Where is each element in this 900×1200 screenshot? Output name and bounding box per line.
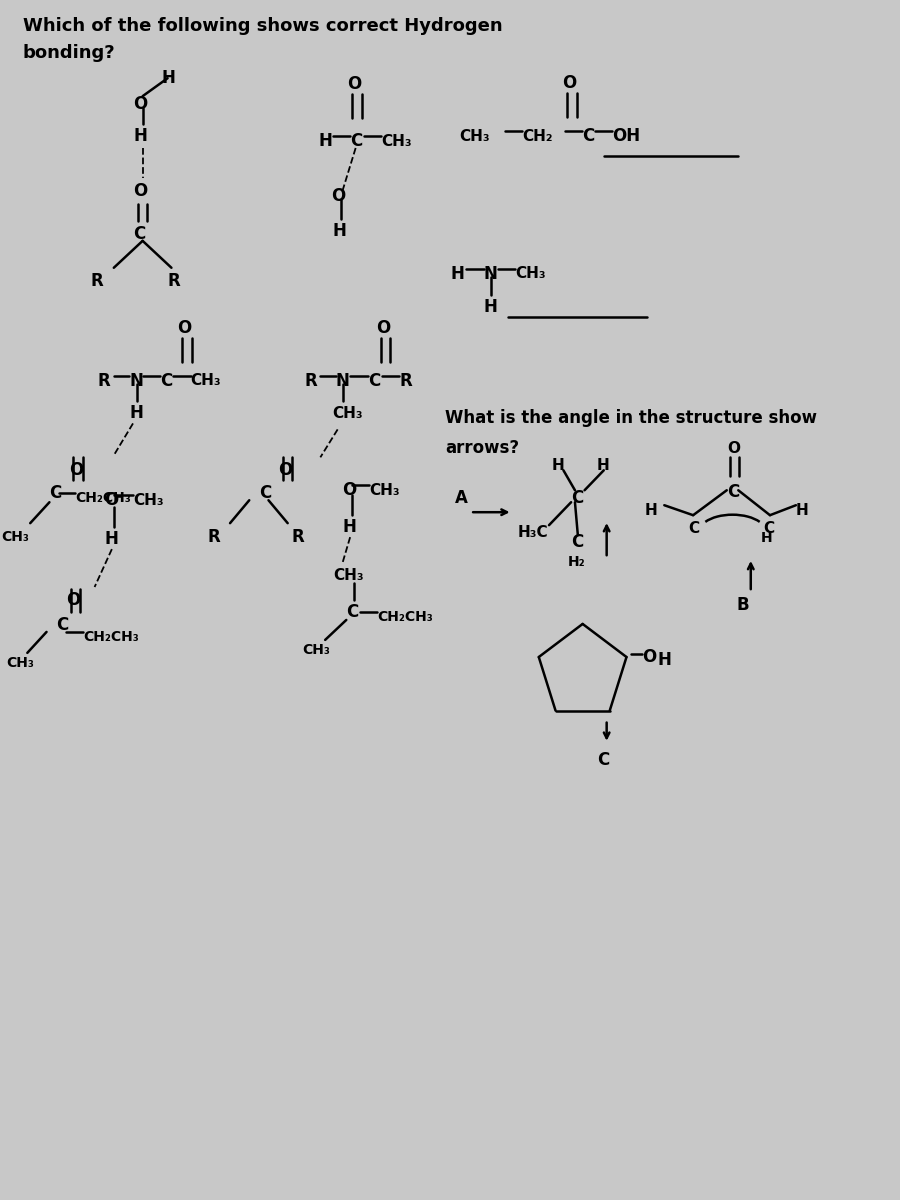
Text: O: O xyxy=(133,95,148,113)
Text: CH₃: CH₃ xyxy=(460,128,491,144)
Text: H: H xyxy=(597,458,610,473)
Text: C: C xyxy=(133,224,145,242)
Text: R: R xyxy=(292,528,304,546)
Text: arrows?: arrows? xyxy=(446,439,519,457)
Text: H: H xyxy=(343,518,356,536)
Text: H: H xyxy=(450,265,464,283)
Text: C: C xyxy=(368,372,381,390)
Text: N: N xyxy=(483,265,498,283)
Text: Which of the following shows correct Hydrogen: Which of the following shows correct Hyd… xyxy=(22,17,502,35)
Text: H₂: H₂ xyxy=(568,556,586,569)
Text: C: C xyxy=(346,602,358,620)
Text: O: O xyxy=(376,319,391,337)
Text: R: R xyxy=(399,372,412,390)
Text: H: H xyxy=(333,222,346,240)
Text: C: C xyxy=(727,484,739,502)
Text: H: H xyxy=(796,503,809,517)
Text: H: H xyxy=(133,127,147,145)
Text: O: O xyxy=(347,76,362,94)
Text: B: B xyxy=(736,596,749,614)
Text: H₃C: H₃C xyxy=(518,524,548,540)
Text: R: R xyxy=(304,372,317,390)
Text: C: C xyxy=(50,485,62,503)
Text: C: C xyxy=(581,127,594,145)
Text: C: C xyxy=(56,616,68,634)
Text: O: O xyxy=(643,648,656,666)
Text: R: R xyxy=(97,372,110,390)
Text: CH₂CH₃: CH₂CH₃ xyxy=(76,491,131,505)
Text: R: R xyxy=(208,528,220,546)
Text: CH₃: CH₃ xyxy=(516,266,546,281)
Text: CH₃: CH₃ xyxy=(302,643,330,656)
Text: CH₂: CH₂ xyxy=(522,128,553,144)
Text: bonding?: bonding? xyxy=(22,44,115,62)
Text: O: O xyxy=(68,461,83,479)
Text: H: H xyxy=(552,458,564,473)
Text: H: H xyxy=(483,298,498,316)
Text: C: C xyxy=(763,521,774,535)
Text: O: O xyxy=(331,187,346,205)
Text: O: O xyxy=(278,461,293,479)
Text: H: H xyxy=(162,70,176,88)
Text: O: O xyxy=(104,491,119,509)
Text: What is the angle in the structure show: What is the angle in the structure show xyxy=(446,409,817,427)
Text: C: C xyxy=(688,521,699,535)
Text: CH₃: CH₃ xyxy=(133,493,164,508)
Text: C: C xyxy=(597,751,609,769)
Text: OH: OH xyxy=(612,127,641,145)
Text: H: H xyxy=(130,404,143,422)
Text: CH₂CH₃: CH₂CH₃ xyxy=(377,610,433,624)
Text: O: O xyxy=(177,319,192,337)
Text: CH₃: CH₃ xyxy=(333,568,364,582)
Text: CH₃: CH₃ xyxy=(369,482,400,498)
Text: H: H xyxy=(319,132,332,150)
Text: C: C xyxy=(160,372,172,390)
Text: CH₃: CH₃ xyxy=(191,373,221,388)
Text: CH₃: CH₃ xyxy=(332,406,363,421)
Text: CH₃: CH₃ xyxy=(381,133,411,149)
Text: CH₂CH₃: CH₂CH₃ xyxy=(83,630,139,644)
Text: H: H xyxy=(104,530,118,548)
Text: CH₃: CH₃ xyxy=(6,656,34,670)
Text: O: O xyxy=(562,74,577,92)
Text: R: R xyxy=(91,271,104,289)
Text: C: C xyxy=(259,485,271,503)
Text: O: O xyxy=(133,182,148,200)
Text: O: O xyxy=(66,590,80,608)
Text: A: A xyxy=(454,490,468,508)
Text: R: R xyxy=(167,271,180,289)
Text: C: C xyxy=(572,490,583,508)
Text: N: N xyxy=(336,372,349,390)
Text: O: O xyxy=(727,440,740,456)
Text: CH₃: CH₃ xyxy=(2,530,30,544)
Text: H: H xyxy=(658,650,671,668)
Text: C: C xyxy=(350,132,363,150)
Text: C: C xyxy=(572,533,583,551)
Text: H: H xyxy=(760,532,772,545)
Text: O: O xyxy=(343,481,356,499)
Text: N: N xyxy=(130,372,143,390)
Text: H: H xyxy=(645,503,658,517)
